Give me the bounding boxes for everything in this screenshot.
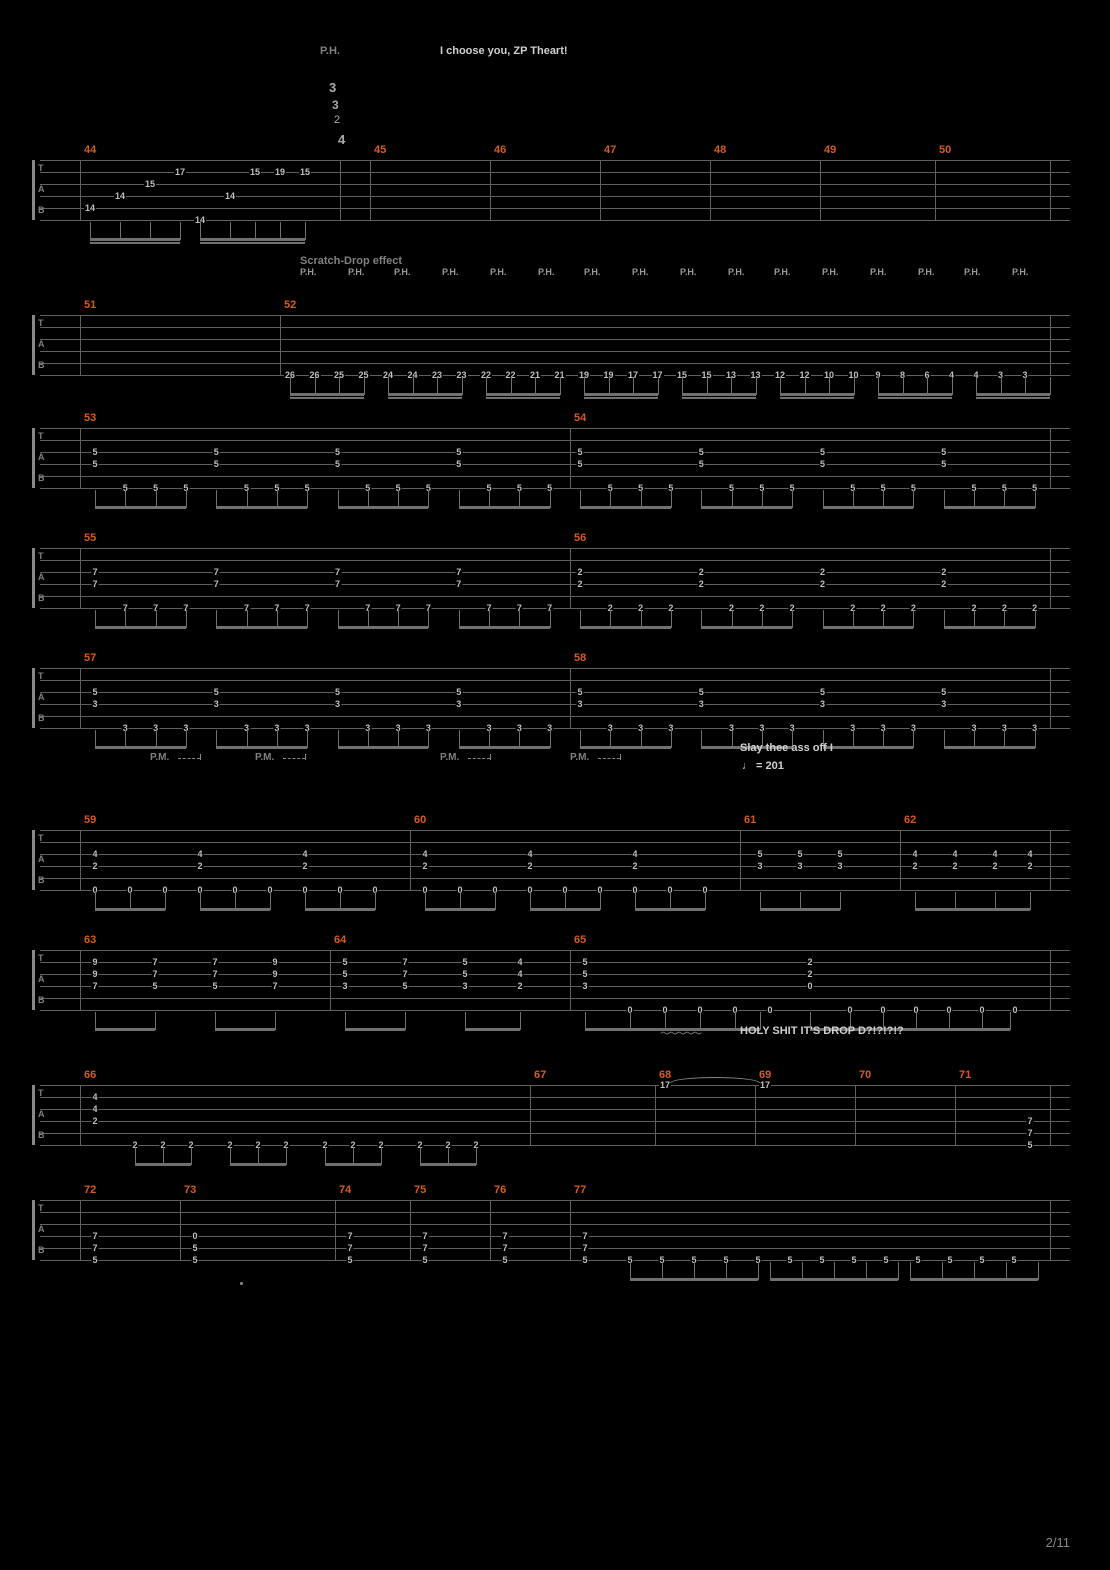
measure-number: 76 bbox=[494, 1184, 506, 1196]
measure-number: 56 bbox=[574, 532, 586, 544]
measure-number: 67 bbox=[534, 1069, 546, 1081]
measure-number: 55 bbox=[84, 532, 96, 544]
measure-number: 49 bbox=[824, 144, 836, 156]
measure-number: 57 bbox=[84, 652, 96, 664]
measure-number: 77 bbox=[574, 1184, 586, 1196]
measure-number: 72 bbox=[84, 1184, 96, 1196]
measure-number: 63 bbox=[84, 934, 96, 946]
measure-number: 48 bbox=[714, 144, 726, 156]
measure-number: 62 bbox=[904, 814, 916, 826]
measure-number: 75 bbox=[414, 1184, 426, 1196]
measure-number: 59 bbox=[84, 814, 96, 826]
measure-number: 45 bbox=[374, 144, 386, 156]
measure-number: 71 bbox=[959, 1069, 971, 1081]
measure-number: 47 bbox=[604, 144, 616, 156]
page-number: 2/11 bbox=[1046, 1535, 1070, 1550]
measure-number: 52 bbox=[284, 299, 296, 311]
measure-number: 60 bbox=[414, 814, 426, 826]
measure-number: 44 bbox=[84, 144, 96, 156]
measure-number: 51 bbox=[84, 299, 96, 311]
measure-number: 53 bbox=[84, 412, 96, 424]
measure-number: 61 bbox=[744, 814, 756, 826]
measure-number: 50 bbox=[939, 144, 951, 156]
measure-number: 58 bbox=[574, 652, 586, 664]
measure-number: 54 bbox=[574, 412, 586, 424]
measure-number: 46 bbox=[494, 144, 506, 156]
measure-number: 65 bbox=[574, 934, 586, 946]
measure-number: 66 bbox=[84, 1069, 96, 1081]
measure-number: 73 bbox=[184, 1184, 196, 1196]
measure-number: 70 bbox=[859, 1069, 871, 1081]
measure-number: 74 bbox=[339, 1184, 351, 1196]
measure-number: 64 bbox=[334, 934, 346, 946]
